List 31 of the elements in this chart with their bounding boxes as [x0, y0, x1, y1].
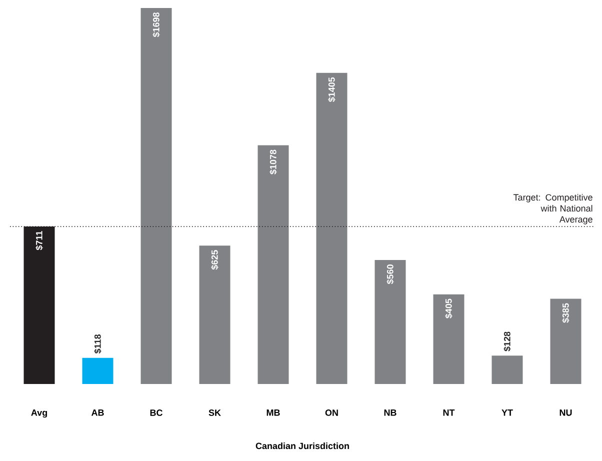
bar — [492, 356, 523, 384]
x-tick-label: SK — [208, 410, 221, 416]
data-label: $385 — [562, 303, 570, 323]
bar — [550, 298, 582, 384]
bar — [433, 294, 464, 384]
bar — [199, 246, 230, 384]
x-tick-label: BC — [150, 410, 163, 416]
x-tick-label: AB — [91, 410, 104, 416]
data-label: $711 — [36, 231, 43, 250]
data-label: $625 — [211, 250, 218, 270]
ref-line-label: Target: Competitive with National Average — [513, 194, 592, 224]
x-tick-label: NU — [560, 410, 572, 416]
bar — [140, 8, 172, 384]
x-tick-label: ON — [325, 410, 338, 416]
x-tick-label: Avg — [31, 410, 47, 418]
data-label: $1078 — [270, 150, 277, 174]
data-label: $1405 — [328, 77, 336, 102]
data-label: $1698 — [152, 12, 160, 38]
data-label: $560 — [386, 264, 394, 284]
x-tick-label: MB — [266, 410, 280, 416]
bar — [82, 358, 114, 384]
x-tick-label: NB — [384, 410, 396, 416]
data-label: $118 — [94, 334, 102, 354]
bar — [316, 72, 348, 384]
data-label: $405 — [445, 298, 452, 318]
x-tick-label: YT — [502, 410, 513, 416]
x-axis-title: Canadian Jurisdiction — [256, 442, 349, 450]
data-label: $128 — [504, 332, 511, 352]
bar — [258, 145, 289, 384]
x-tick-label: NT — [443, 410, 455, 416]
bar — [374, 260, 406, 384]
